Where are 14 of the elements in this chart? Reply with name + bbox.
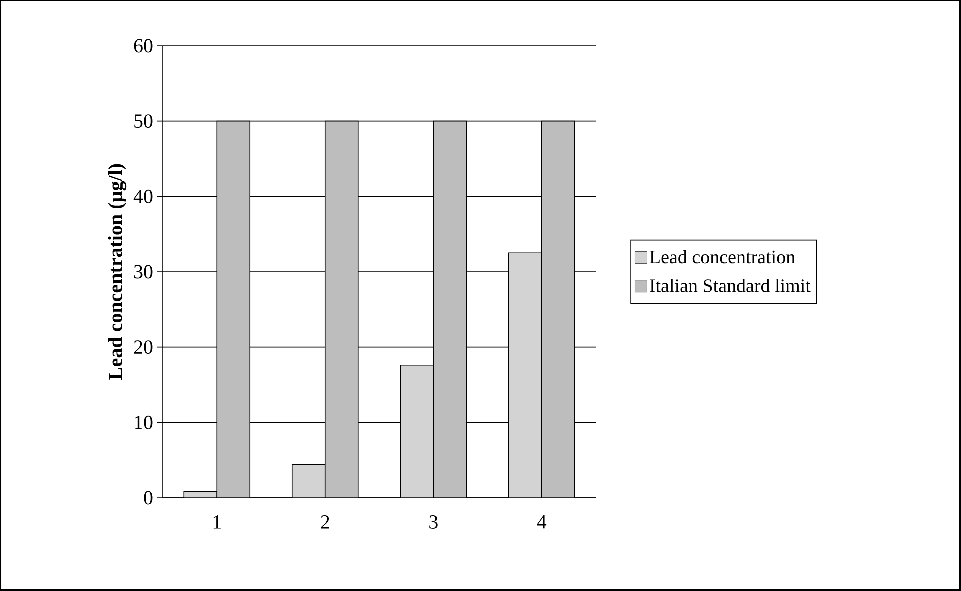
y-tick-label: 50 [134, 114, 153, 128]
y-tick-label: 60 [134, 39, 153, 53]
x-tick-label: 4 [537, 516, 547, 529]
y-tick-label: 10 [135, 416, 153, 430]
y-tick-label: 30 [134, 265, 153, 279]
x-tick-label: 2 [321, 516, 330, 529]
y-tick-label: 40 [134, 190, 153, 204]
y-axis-title: Lead concentration (µg/l) [108, 164, 127, 380]
legend-label: Lead concentration [650, 250, 796, 264]
legend-label: Italian Standard limit [650, 279, 811, 292]
x-tick-label: 1 [214, 516, 221, 529]
x-tick-label: 3 [430, 516, 438, 529]
y-tick-label: 20 [134, 340, 153, 354]
y-tick-label: 0 [144, 491, 153, 505]
